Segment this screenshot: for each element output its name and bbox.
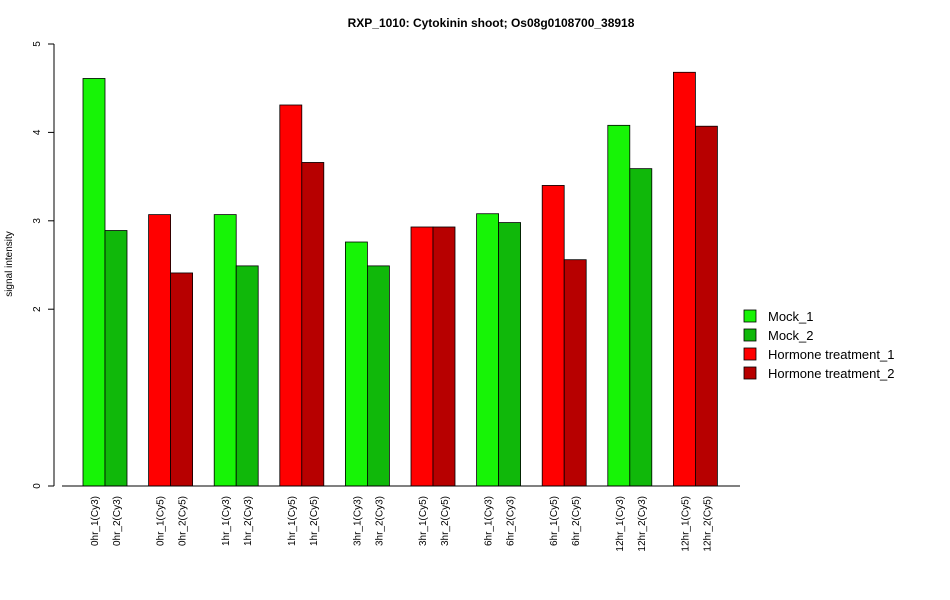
y-tick-label: 4 bbox=[32, 129, 43, 135]
bar bbox=[235, 265, 259, 487]
x-tick-label: 12hr_2(Cy5) bbox=[702, 496, 713, 552]
x-tick-label: 3hr_1(Cy5) bbox=[418, 496, 429, 546]
x-tick-label: 3hr_2(Cy5) bbox=[440, 496, 451, 546]
legend-label: Mock_2 bbox=[768, 328, 814, 343]
x-tick-label: 0hr_1(Cy5) bbox=[156, 496, 167, 546]
legend-label: Hormone treatment_2 bbox=[768, 366, 894, 381]
bar bbox=[541, 185, 565, 487]
bar bbox=[344, 241, 368, 487]
x-tick-label: 12hr_2(Cy3) bbox=[637, 496, 648, 552]
x-tick-label: 6hr_2(Cy3) bbox=[506, 496, 517, 546]
bar bbox=[607, 124, 631, 487]
bar bbox=[629, 168, 653, 487]
bar bbox=[410, 226, 434, 487]
bar bbox=[366, 265, 390, 487]
x-tick-label: 6hr_2(Cy5) bbox=[571, 496, 582, 546]
legend-swatch bbox=[743, 328, 757, 342]
y-tick-label: 0 bbox=[32, 483, 43, 489]
x-tick-label: 0hr_2(Cy5) bbox=[178, 496, 189, 546]
bar bbox=[148, 214, 172, 487]
bar bbox=[301, 162, 325, 487]
legend: Mock_1 Mock_2 Hormone treatment_1 Hormone t… bbox=[743, 309, 894, 381]
bar bbox=[432, 226, 456, 487]
bar bbox=[498, 222, 522, 487]
bar bbox=[104, 230, 128, 487]
y-axis-label: signal intensity bbox=[4, 231, 15, 297]
x-tick-label: 12hr_1(Cy3) bbox=[615, 496, 626, 552]
x-tick-label: 12hr_1(Cy5) bbox=[680, 496, 691, 552]
x-tick-label: 1hr_1(Cy5) bbox=[287, 496, 298, 546]
x-tick-label: 3hr_2(Cy3) bbox=[374, 496, 385, 546]
legend-label: Mock_1 bbox=[768, 309, 814, 324]
x-tick-label: 1hr_1(Cy3) bbox=[221, 496, 232, 546]
legend-swatch bbox=[743, 366, 757, 380]
legend-label: Hormone treatment_1 bbox=[768, 347, 894, 362]
x-tick-label: 1hr_2(Cy5) bbox=[309, 496, 320, 546]
x-tick-label: 6hr_1(Cy5) bbox=[549, 496, 560, 546]
bar bbox=[213, 214, 237, 487]
bar bbox=[673, 71, 696, 487]
y-tick-label: 5 bbox=[32, 41, 43, 47]
bar bbox=[476, 213, 500, 487]
x-tick-labels: 0hr_1(Cy3) 0hr_2(Cy3) 0hr_1(Cy5) 0hr_2(Cy5)… bbox=[90, 496, 713, 552]
y-tick-label: 2 bbox=[32, 306, 43, 312]
bar bbox=[170, 272, 194, 487]
bar bbox=[82, 78, 106, 487]
legend-swatch bbox=[743, 309, 757, 323]
bar bbox=[279, 104, 303, 487]
x-tick-label: 0hr_1(Cy3) bbox=[90, 496, 101, 546]
x-tick-label: 6hr_1(Cy3) bbox=[484, 496, 495, 546]
x-tick-label: 3hr_1(Cy3) bbox=[352, 496, 363, 546]
bar bbox=[563, 259, 587, 487]
x-tick-label: 0hr_2(Cy3) bbox=[112, 496, 123, 546]
y-tick-label: 3 bbox=[32, 218, 43, 224]
chart-title: RXP_1010: Cytokinin shoot; Os08g0108700_… bbox=[348, 16, 635, 30]
bar bbox=[695, 125, 718, 487]
legend-swatch bbox=[743, 347, 757, 361]
x-tick-label: 1hr_2(Cy3) bbox=[243, 496, 254, 546]
bars-group bbox=[82, 71, 718, 487]
y-axis: 0 2 3 4 5 bbox=[32, 41, 55, 489]
